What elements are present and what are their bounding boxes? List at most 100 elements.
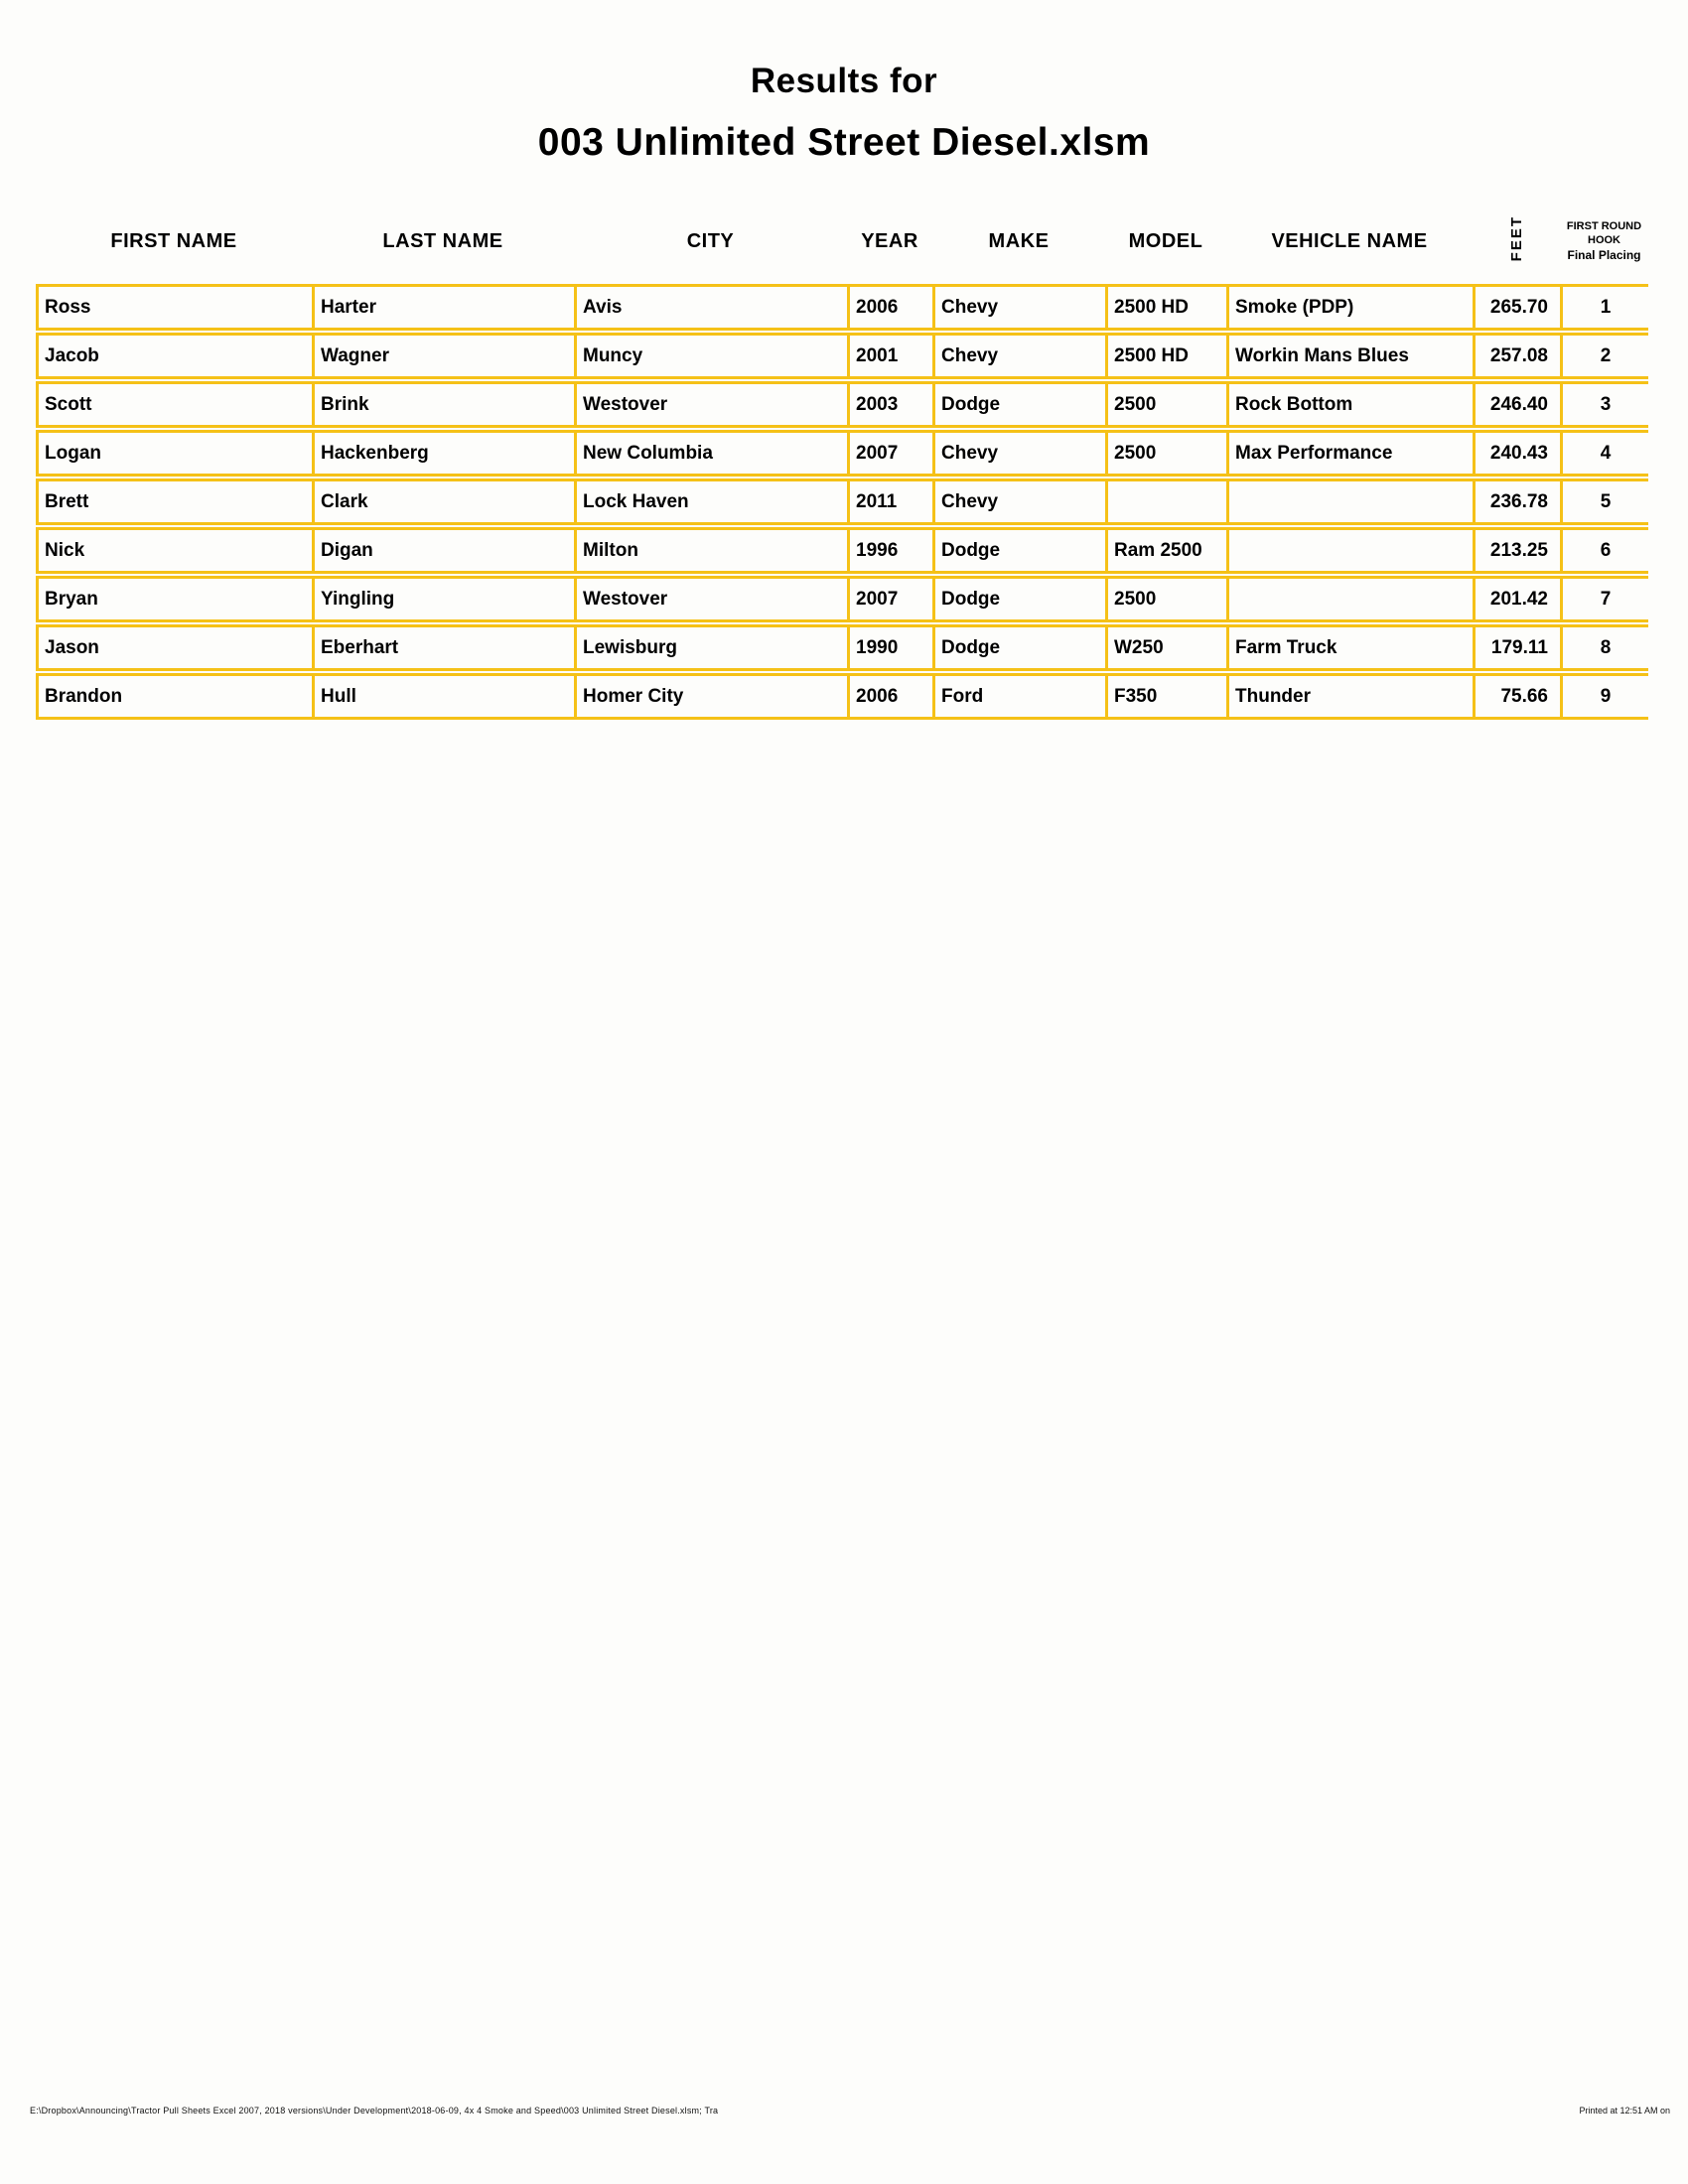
cell-year: 2007 bbox=[847, 576, 932, 622]
cell-year: 2007 bbox=[847, 430, 932, 477]
cell-final-placing: 3 bbox=[1560, 381, 1648, 428]
header-final-placing: FIRST ROUND HOOK Final Placing bbox=[1560, 201, 1648, 282]
table-row: Logan Hackenberg New Columbia 2007 Chevy… bbox=[36, 430, 1648, 477]
cell-city: Lewisburg bbox=[574, 624, 847, 671]
cell-feet: 257.08 bbox=[1473, 333, 1560, 379]
cell-vehicle-name bbox=[1226, 576, 1473, 622]
cell-city: Avis bbox=[574, 284, 847, 331]
table-row: Brett Clark Lock Haven 2011 Chevy 236.78… bbox=[36, 478, 1648, 525]
header-final-placing-label: Final Placing bbox=[1567, 248, 1641, 262]
cell-make: Ford bbox=[932, 673, 1105, 720]
cell-vehicle-name: Farm Truck bbox=[1226, 624, 1473, 671]
cell-city: Westover bbox=[574, 576, 847, 622]
cell-model: 2500 bbox=[1105, 430, 1226, 477]
cell-last-name: Digan bbox=[312, 527, 574, 574]
header-first-round-line2: HOOK bbox=[1588, 234, 1620, 246]
cell-make: Chevy bbox=[932, 333, 1105, 379]
cell-feet: 179.11 bbox=[1473, 624, 1560, 671]
header-city: CITY bbox=[686, 229, 735, 252]
cell-first-name: Bryan bbox=[36, 576, 312, 622]
cell-feet: 201.42 bbox=[1473, 576, 1560, 622]
cell-city: Lock Haven bbox=[574, 478, 847, 525]
cell-city: Milton bbox=[574, 527, 847, 574]
cell-year: 2003 bbox=[847, 381, 932, 428]
cell-last-name: Wagner bbox=[312, 333, 574, 379]
cell-model: 2500 bbox=[1105, 381, 1226, 428]
cell-feet: 213.25 bbox=[1473, 527, 1560, 574]
header-year: YEAR bbox=[861, 229, 918, 252]
footer-file-path: E:\Dropbox\Announcing\Tractor Pull Sheet… bbox=[30, 2106, 719, 2116]
header-vehicle-name: VEHICLE NAME bbox=[1271, 229, 1428, 252]
results-table-header: FIRST NAME LAST NAME CITY YEAR MAKE MODE… bbox=[36, 201, 1648, 282]
cell-final-placing: 1 bbox=[1560, 284, 1648, 331]
cell-final-placing: 5 bbox=[1560, 478, 1648, 525]
cell-feet: 240.43 bbox=[1473, 430, 1560, 477]
cell-first-name: Brett bbox=[36, 478, 312, 525]
footer-printed-timestamp: Printed at 12:51 AM on bbox=[1579, 2106, 1670, 2116]
cell-first-name: Jacob bbox=[36, 333, 312, 379]
report-title-line2: 003 Unlimited Street Diesel.xlsm bbox=[537, 121, 1151, 164]
cell-year: 1996 bbox=[847, 527, 932, 574]
cell-last-name: Yingling bbox=[312, 576, 574, 622]
cell-vehicle-name: Max Performance bbox=[1226, 430, 1473, 477]
cell-city: Westover bbox=[574, 381, 847, 428]
cell-model: W250 bbox=[1105, 624, 1226, 671]
cell-vehicle-name: Smoke (PDP) bbox=[1226, 284, 1473, 331]
cell-city: Muncy bbox=[574, 333, 847, 379]
table-row: Jacob Wagner Muncy 2001 Chevy 2500 HD Wo… bbox=[36, 333, 1648, 379]
cell-first-name: Ross bbox=[36, 284, 312, 331]
cell-make: Dodge bbox=[932, 527, 1105, 574]
cell-last-name: Clark bbox=[312, 478, 574, 525]
cell-last-name: Hull bbox=[312, 673, 574, 720]
header-make: MAKE bbox=[988, 229, 1050, 252]
cell-final-placing: 7 bbox=[1560, 576, 1648, 622]
table-row: Scott Brink Westover 2003 Dodge 2500 Roc… bbox=[36, 381, 1648, 428]
cell-model: 2500 HD bbox=[1105, 284, 1226, 331]
cell-feet: 75.66 bbox=[1473, 673, 1560, 720]
header-feet-rotated-label: FEET bbox=[1507, 214, 1525, 262]
header-feet: FEET bbox=[1473, 201, 1560, 282]
report-title-line1: Results for bbox=[750, 62, 938, 100]
cell-model: F350 bbox=[1105, 673, 1226, 720]
table-row: Ross Harter Avis 2006 Chevy 2500 HD Smok… bbox=[36, 284, 1648, 331]
cell-make: Dodge bbox=[932, 624, 1105, 671]
table-row: Bryan Yingling Westover 2007 Dodge 2500 … bbox=[36, 576, 1648, 622]
page-footer: E:\Dropbox\Announcing\Tractor Pull Sheet… bbox=[30, 2106, 1670, 2116]
cell-make: Chevy bbox=[932, 478, 1105, 525]
cell-final-placing: 6 bbox=[1560, 527, 1648, 574]
cell-last-name: Brink bbox=[312, 381, 574, 428]
cell-city: Homer City bbox=[574, 673, 847, 720]
cell-city: New Columbia bbox=[574, 430, 847, 477]
cell-make: Dodge bbox=[932, 576, 1105, 622]
cell-year: 2001 bbox=[847, 333, 932, 379]
cell-feet: 265.70 bbox=[1473, 284, 1560, 331]
cell-vehicle-name bbox=[1226, 478, 1473, 525]
cell-vehicle-name bbox=[1226, 527, 1473, 574]
header-first-name: FIRST NAME bbox=[110, 229, 237, 252]
table-row: Jason Eberhart Lewisburg 1990 Dodge W250… bbox=[36, 624, 1648, 671]
cell-vehicle-name: Workin Mans Blues bbox=[1226, 333, 1473, 379]
cell-last-name: Eberhart bbox=[312, 624, 574, 671]
cell-final-placing: 8 bbox=[1560, 624, 1648, 671]
cell-final-placing: 4 bbox=[1560, 430, 1648, 477]
cell-final-placing: 2 bbox=[1560, 333, 1648, 379]
cell-first-name: Logan bbox=[36, 430, 312, 477]
cell-make: Chevy bbox=[932, 430, 1105, 477]
table-row: Brandon Hull Homer City 2006 Ford F350 T… bbox=[36, 673, 1648, 720]
cell-last-name: Harter bbox=[312, 284, 574, 331]
cell-year: 2006 bbox=[847, 673, 932, 720]
cell-last-name: Hackenberg bbox=[312, 430, 574, 477]
cell-first-name: Nick bbox=[36, 527, 312, 574]
cell-feet: 246.40 bbox=[1473, 381, 1560, 428]
header-model: MODEL bbox=[1128, 229, 1203, 252]
header-first-round-line1: FIRST ROUND bbox=[1566, 220, 1642, 232]
cell-year: 2006 bbox=[847, 284, 932, 331]
cell-year: 2011 bbox=[847, 478, 932, 525]
cell-make: Dodge bbox=[932, 381, 1105, 428]
cell-model bbox=[1105, 478, 1226, 525]
cell-feet: 236.78 bbox=[1473, 478, 1560, 525]
cell-final-placing: 9 bbox=[1560, 673, 1648, 720]
cell-vehicle-name: Thunder bbox=[1226, 673, 1473, 720]
cell-year: 1990 bbox=[847, 624, 932, 671]
table-row: Nick Digan Milton 1996 Dodge Ram 2500 21… bbox=[36, 527, 1648, 574]
